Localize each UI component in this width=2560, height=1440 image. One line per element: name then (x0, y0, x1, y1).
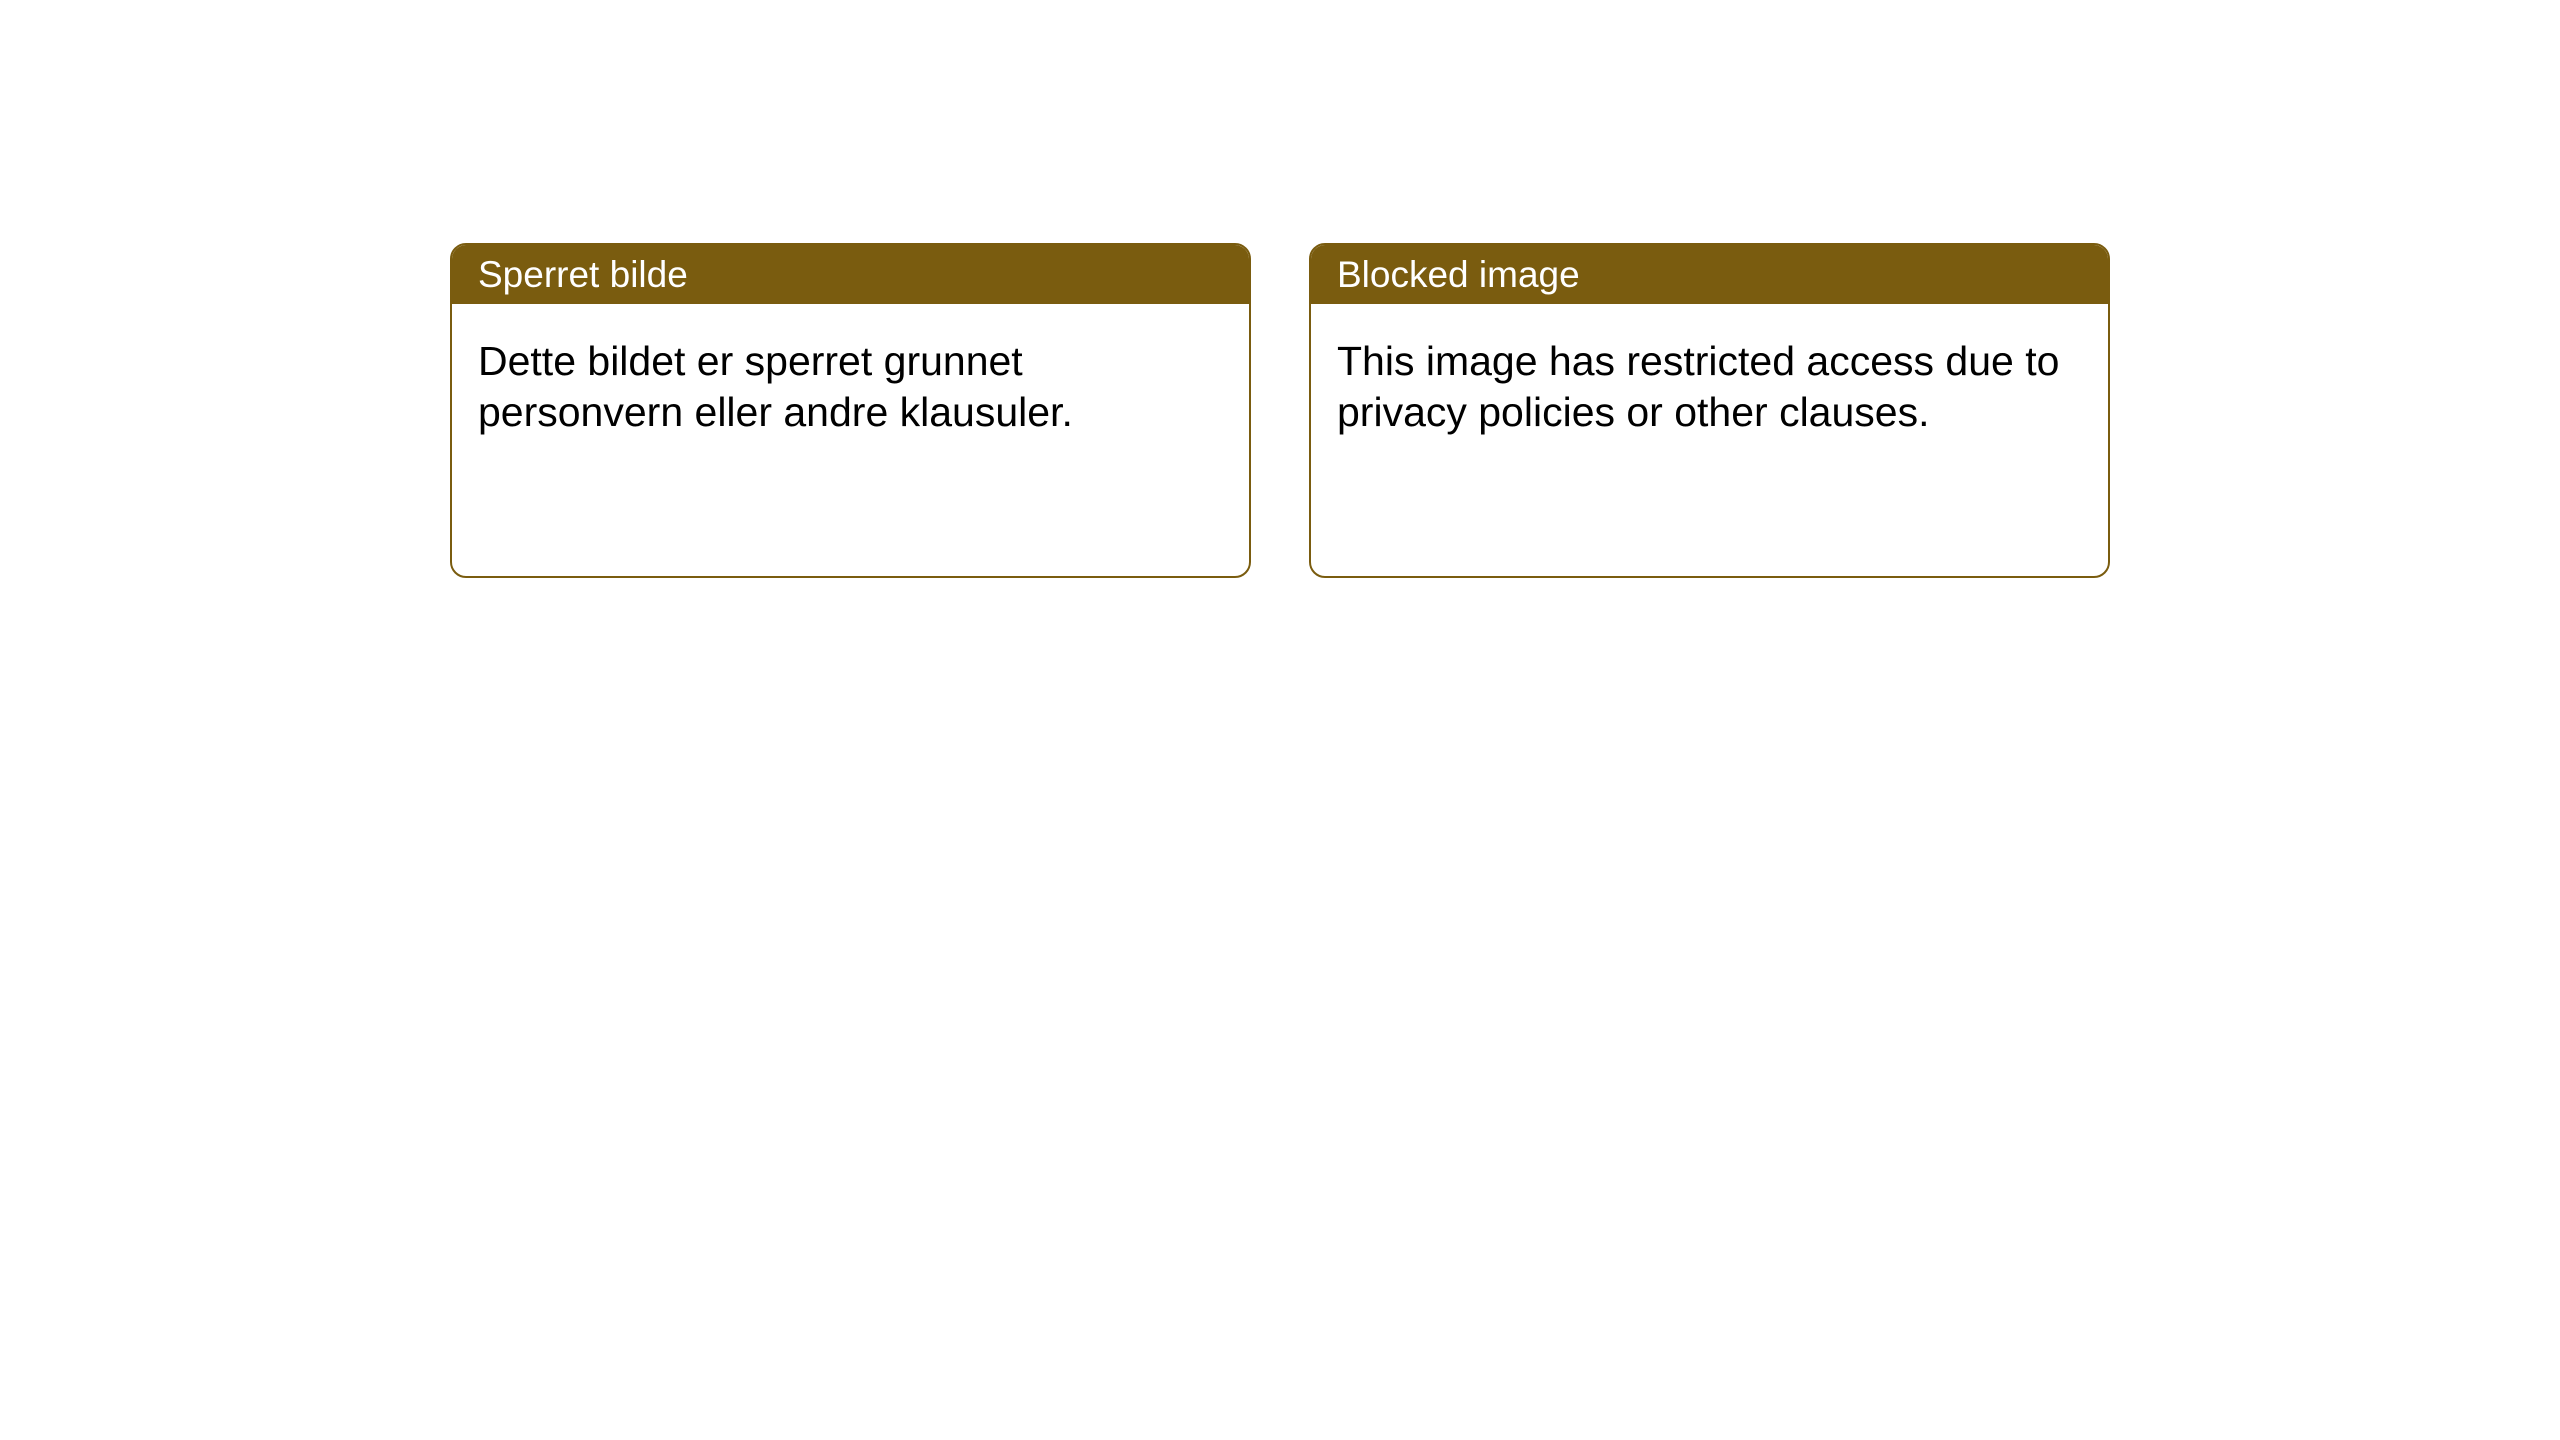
notice-header-norwegian: Sperret bilde (452, 245, 1249, 304)
notice-card-norwegian: Sperret bilde Dette bildet er sperret gr… (450, 243, 1251, 578)
notice-body-norwegian: Dette bildet er sperret grunnet personve… (452, 304, 1249, 471)
notice-body-text: This image has restricted access due to … (1337, 338, 2059, 435)
notice-header-text: Blocked image (1337, 254, 1580, 296)
notice-body-english: This image has restricted access due to … (1311, 304, 2108, 471)
notice-header-text: Sperret bilde (478, 254, 688, 296)
notice-body-text: Dette bildet er sperret grunnet personve… (478, 338, 1073, 435)
notice-card-english: Blocked image This image has restricted … (1309, 243, 2110, 578)
notice-header-english: Blocked image (1311, 245, 2108, 304)
notice-container: Sperret bilde Dette bildet er sperret gr… (450, 243, 2110, 578)
